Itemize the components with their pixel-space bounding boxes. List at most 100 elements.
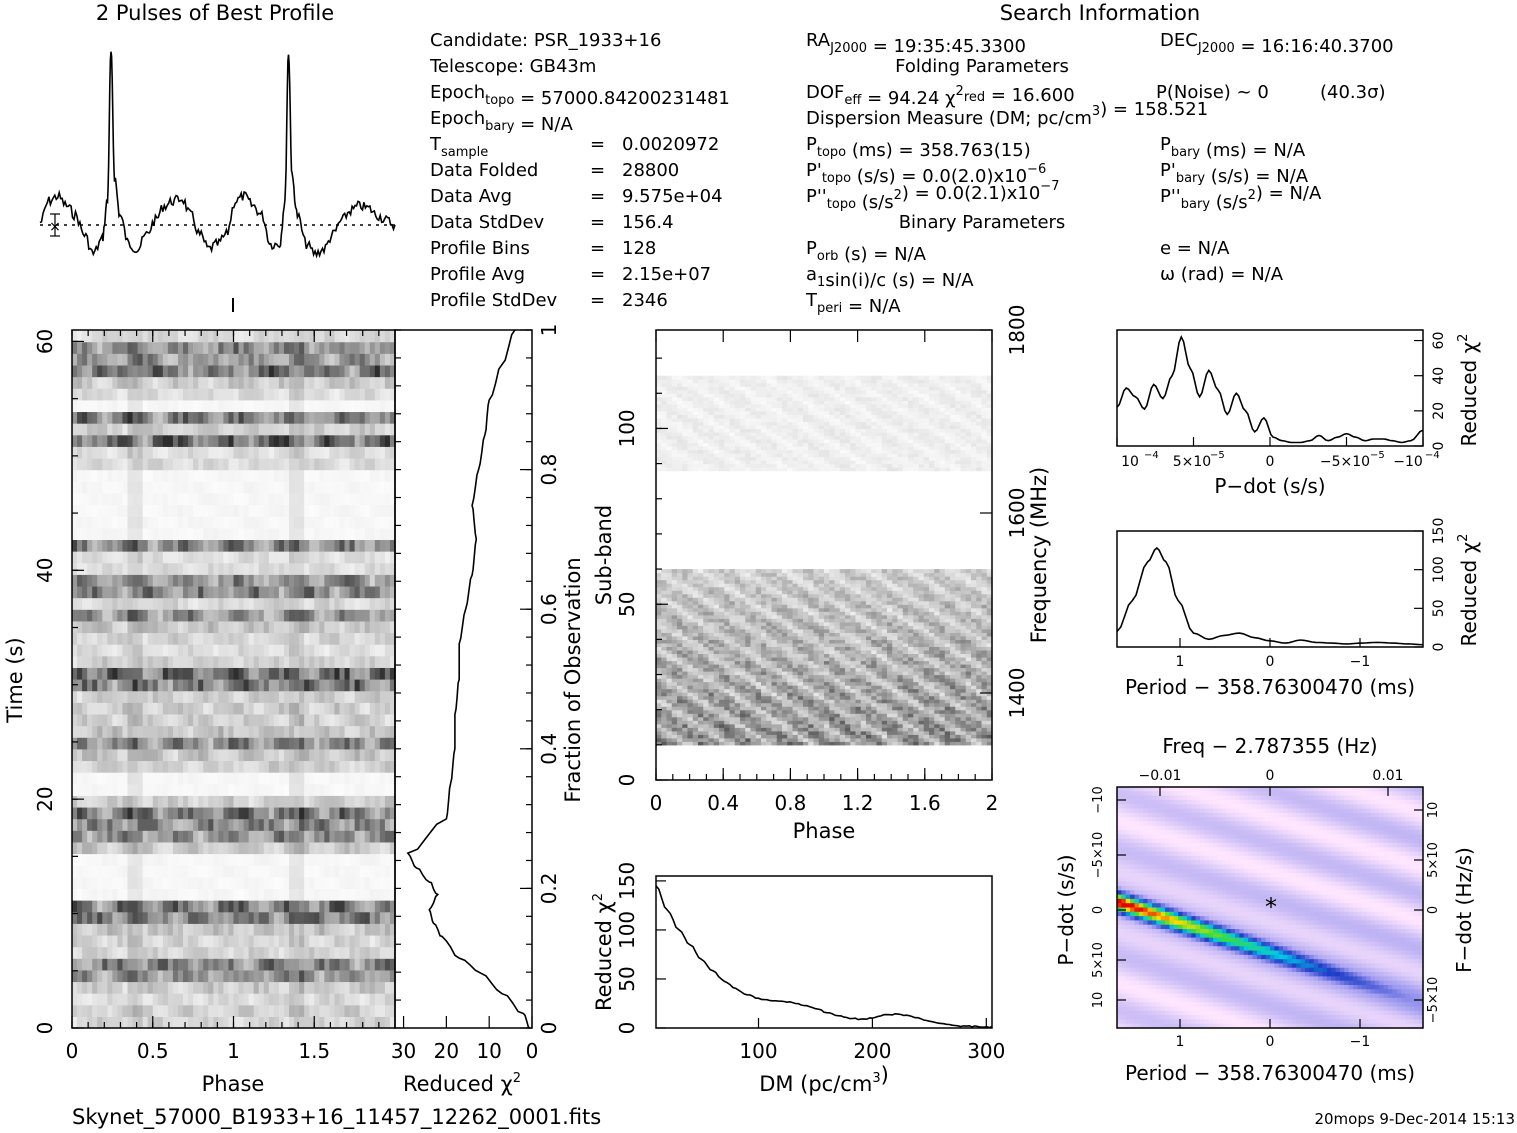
x-tick-label: 1 <box>1176 1034 1185 1050</box>
y2-tick-label: 1400 <box>1005 668 1029 719</box>
ra: RAJ2000 = 19:35:45.3300 <box>806 30 1026 57</box>
profile-title: 2 Pulses of Best Profile <box>96 1 334 25</box>
y-tick-label: 50 <box>615 966 639 991</box>
y-tick-label: −5×10 <box>1091 832 1106 879</box>
y2-tick-label: 1600 <box>1005 488 1029 539</box>
x-tick-label: 1.5 <box>298 1039 330 1063</box>
x-tick-label: 0.8 <box>774 791 806 815</box>
info-eq: = <box>590 212 605 233</box>
y-tick-label: 60 <box>1431 332 1447 350</box>
pdot-period-xlabel: Period − 358.76300470 (ms) <box>1125 1061 1415 1085</box>
y-tick-label: 150 <box>615 862 639 900</box>
x-tick-exp: −5 <box>1370 450 1385 461</box>
y-tick-label: 40 <box>1431 367 1447 385</box>
x-tick-label: 1 <box>227 1039 240 1063</box>
subband-y2label: Frequency (MHz) <box>1027 467 1051 643</box>
info-label-4: Tsample <box>429 134 488 160</box>
x-tick-label: 0 <box>66 1039 79 1063</box>
x-tick-label: 0.4 <box>707 791 739 815</box>
info-value-7: 156.4 <box>622 212 674 233</box>
chi2-period-xlabel: Period − 358.76300470 (ms) <box>1125 675 1415 699</box>
chi2-pdot-ylabel: Reduced χ2 <box>1456 334 1481 447</box>
folding-title: Folding Parameters <box>895 56 1069 77</box>
subband-xlabel: Phase <box>793 819 856 843</box>
info-3: Epochbary = N/A <box>430 108 573 135</box>
y-tick-label: 1 <box>537 324 561 337</box>
y-tick-label: −10 <box>1091 786 1106 813</box>
y-tick-label: 150 <box>1431 518 1447 545</box>
pdot-period-ylabel: P−dot (s/s) <box>1054 854 1078 965</box>
x-tick-label: 30 <box>391 1039 416 1063</box>
chi2-pdot-xlabel: P−dot (s/s) <box>1214 474 1325 498</box>
chi2-dm-line <box>655 885 992 1029</box>
pdot-period-y2label: F−dot (Hz/s) <box>1452 847 1476 973</box>
x-tick-label: 0 <box>1266 454 1275 470</box>
info-label-7: Data StdDev <box>430 212 545 233</box>
x-tick-label: 0 <box>650 791 663 815</box>
y-tick-label: 50 <box>615 591 639 616</box>
info-value-4: 0.0020972 <box>622 134 719 155</box>
chi2-period-ylabel: Reduced χ2 <box>1456 534 1481 647</box>
ecc: e = N/A <box>1160 238 1230 259</box>
info-value-5: 28800 <box>622 160 679 181</box>
dof-chi: DOFeff = 94.24 χ2red = 16.600 <box>806 82 1075 109</box>
info-2: Epochtopo = 57000.84200231481 <box>430 82 730 109</box>
chi2-fraction-xlabel: Reduced χ2 <box>403 1071 521 1096</box>
y-tick-label: 0.6 <box>537 593 561 625</box>
y-tick-label: 0 <box>1431 442 1447 451</box>
dm: Dispersion Measure (DM; pc/cm3) = 158.52… <box>806 99 1208 129</box>
y-tick-label: 0.8 <box>537 454 561 486</box>
binary-title: Binary Parameters <box>899 212 1066 233</box>
x-tick-label: 10 <box>1121 454 1139 470</box>
info-value-9: 2.15e+07 <box>622 264 711 285</box>
best-fit-marker: * <box>1265 893 1277 921</box>
info-eq: = <box>590 134 605 155</box>
footer-timestamp: 20mops 9-Dec-2014 15:13 <box>1314 1110 1515 1128</box>
y-tick-label: 0 <box>615 1022 639 1035</box>
info-value-10: 2346 <box>622 290 668 311</box>
info-label-10: Profile StdDev <box>430 290 558 311</box>
y-tick-label: 60 <box>33 329 57 354</box>
info-eq: = <box>590 264 605 285</box>
x-tick-exp: −4 <box>1144 450 1159 461</box>
chi2-pdot-line <box>1116 335 1424 444</box>
y-tick-label: 100 <box>615 409 639 447</box>
subband-heatmap <box>656 375 993 746</box>
pulse-profile-line <box>39 51 396 259</box>
chi2-period-line <box>1116 546 1424 646</box>
chi2-pdot-frame <box>1116 329 1424 447</box>
dec: DECJ2000 = 16:16:40.3700 <box>1160 30 1394 57</box>
omega: ω (rad) = N/A <box>1160 264 1284 285</box>
x-tick-label: 0 <box>1266 1034 1275 1050</box>
y-tick-label: 20 <box>1431 402 1447 420</box>
y-tick-label: 0 <box>1091 906 1106 914</box>
search-title: Search Information <box>1000 1 1200 25</box>
time-phase-ylabel: Time (s) <box>3 637 27 723</box>
y-tick-label: 50 <box>1431 599 1447 617</box>
y-tick-label: 40 <box>33 558 57 583</box>
y2-tick-label: 5×10 <box>1426 842 1441 878</box>
y-tick-label: 0.4 <box>537 733 561 765</box>
x2-tick-label: 0 <box>1266 768 1275 784</box>
chi2-dm-frame <box>655 875 993 1029</box>
chi2-fraction-frame <box>394 329 533 1029</box>
time-phase-heatmap <box>72 330 396 1029</box>
y-tick-label: 0 <box>615 774 639 787</box>
x-tick-label: 0.5 <box>137 1039 169 1063</box>
y-tick-label: 5×10 <box>1091 942 1106 978</box>
chi2-dm-ylabel: Reduced χ2 <box>591 893 616 1011</box>
error-bar-marker: × <box>49 219 61 235</box>
x-tick-label: −1 <box>1350 654 1371 670</box>
pdd-bary: P''bary (s/s2) = N/A <box>1160 183 1322 213</box>
pd-bary: P'bary (s/s) = N/A <box>1160 160 1309 187</box>
a1: a1sin(i)/c (s) = N/A <box>806 264 974 291</box>
p-bary: Pbary (ms) = N/A <box>1160 134 1306 161</box>
x-tick-label: 0 <box>526 1039 539 1063</box>
porb: Porb (s) = N/A <box>806 238 927 265</box>
x2-tick-label: 0.01 <box>1372 768 1403 784</box>
pdd-topo: P''topo (s/s2) = 0.0(2.1)x10−7 <box>806 179 1059 213</box>
info-eq: = <box>590 160 605 181</box>
y-tick-label: 100 <box>615 911 639 949</box>
chi2-fraction-ylabel: Fraction of Observation <box>561 557 585 802</box>
footer-filename: Skynet_57000_B1933+16_11457_12262_0001.f… <box>72 1105 601 1130</box>
